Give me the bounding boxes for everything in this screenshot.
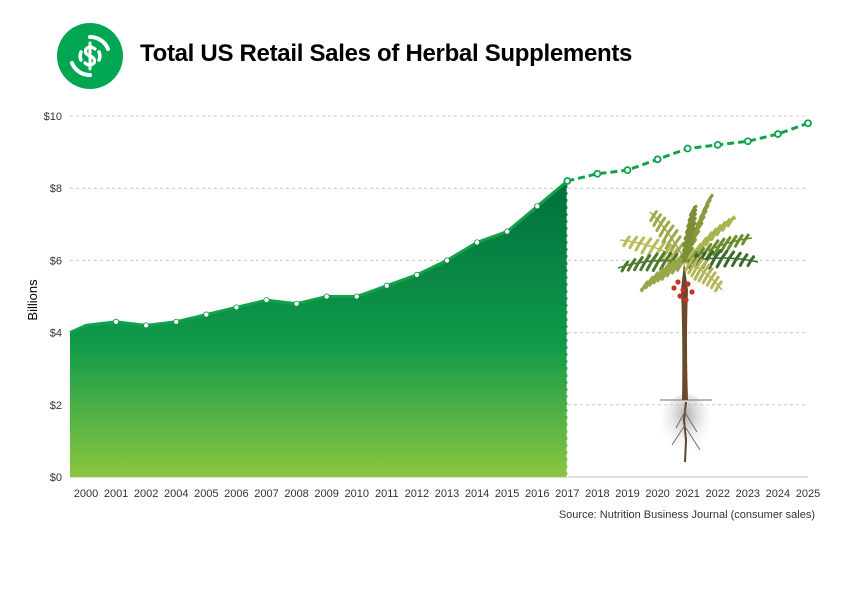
x-tick-labels: 2000 2001 2002 2004 2005 2006 2007 2008 2009 2010… bbox=[74, 488, 820, 500]
x-tick-label: 2023 bbox=[736, 488, 760, 500]
x-tick-label: 2001 bbox=[104, 488, 128, 500]
x-tick-label: 2017 bbox=[555, 488, 579, 500]
x-tick-label: 2012 bbox=[405, 488, 429, 500]
projection-point bbox=[653, 155, 662, 164]
x-tick-label: 2009 bbox=[314, 488, 338, 500]
data-point bbox=[143, 322, 150, 329]
data-point bbox=[383, 282, 390, 289]
dollar-cycle-icon bbox=[57, 23, 123, 89]
palm-tree-icon bbox=[617, 193, 759, 463]
data-point bbox=[413, 271, 420, 278]
x-tick-label: 2002 bbox=[134, 488, 158, 500]
actual-line bbox=[69, 179, 569, 334]
data-point bbox=[263, 297, 270, 304]
projection-point bbox=[774, 130, 782, 138]
projection-point bbox=[743, 137, 752, 146]
x-tick-label: 2013 bbox=[435, 488, 459, 500]
area-series bbox=[70, 180, 569, 478]
data-point bbox=[203, 311, 210, 318]
data-point bbox=[474, 239, 481, 246]
x-tick-label: 2022 bbox=[706, 488, 730, 500]
x-tick-label: 2014 bbox=[465, 488, 489, 500]
data-point bbox=[293, 300, 300, 307]
y-tick-label: $4 bbox=[50, 328, 62, 340]
y-axis-label: Billions bbox=[25, 279, 40, 321]
data-point bbox=[113, 318, 120, 325]
data-point bbox=[534, 203, 541, 210]
chart-title: Total US Retail Sales of Herbal Suppleme… bbox=[140, 40, 633, 67]
source-note: Source: Nutrition Business Journal (cons… bbox=[559, 509, 815, 521]
x-tick-label: 2011 bbox=[375, 488, 399, 500]
area-fill bbox=[70, 180, 568, 478]
y-tick-label: $2 bbox=[50, 400, 62, 412]
projection-point bbox=[683, 144, 692, 153]
data-point bbox=[173, 318, 180, 325]
data-point bbox=[443, 257, 450, 264]
x-tick-label: 2016 bbox=[525, 488, 549, 500]
x-tick-label: 2015 bbox=[495, 488, 519, 500]
data-point bbox=[323, 293, 330, 300]
projection-point bbox=[593, 169, 602, 178]
projection-point bbox=[563, 177, 572, 185]
y-tick-label: $0 bbox=[50, 472, 62, 484]
projection-point bbox=[713, 140, 722, 149]
x-tick-label: 2024 bbox=[766, 488, 790, 500]
data-points bbox=[113, 119, 812, 329]
y-tick-labels: $0 $2 $4 $6 $8 $10 bbox=[44, 111, 62, 484]
x-tick-label: 2010 bbox=[345, 488, 369, 500]
x-tick-label: 2025 bbox=[796, 488, 820, 500]
x-tick-label: 2006 bbox=[224, 488, 248, 500]
x-tick-label: 2019 bbox=[615, 488, 639, 500]
projection-point bbox=[804, 119, 812, 128]
x-tick-label: 2021 bbox=[675, 488, 699, 500]
y-tick-label: $6 bbox=[50, 255, 62, 267]
x-tick-label: 2004 bbox=[164, 488, 188, 500]
x-tick-label: 2007 bbox=[254, 488, 278, 500]
y-tick-label: $8 bbox=[50, 183, 62, 195]
x-tick-label: 2005 bbox=[194, 488, 218, 500]
x-tick-label: 2020 bbox=[645, 488, 669, 500]
projection-point bbox=[623, 166, 632, 175]
x-tick-label: 2008 bbox=[284, 488, 308, 500]
data-point bbox=[353, 293, 360, 300]
x-tick-label: 2000 bbox=[74, 488, 98, 500]
x-tick-label: 2018 bbox=[585, 488, 609, 500]
data-point bbox=[504, 228, 511, 235]
y-tick-label: $10 bbox=[44, 111, 62, 123]
data-point bbox=[233, 304, 240, 311]
